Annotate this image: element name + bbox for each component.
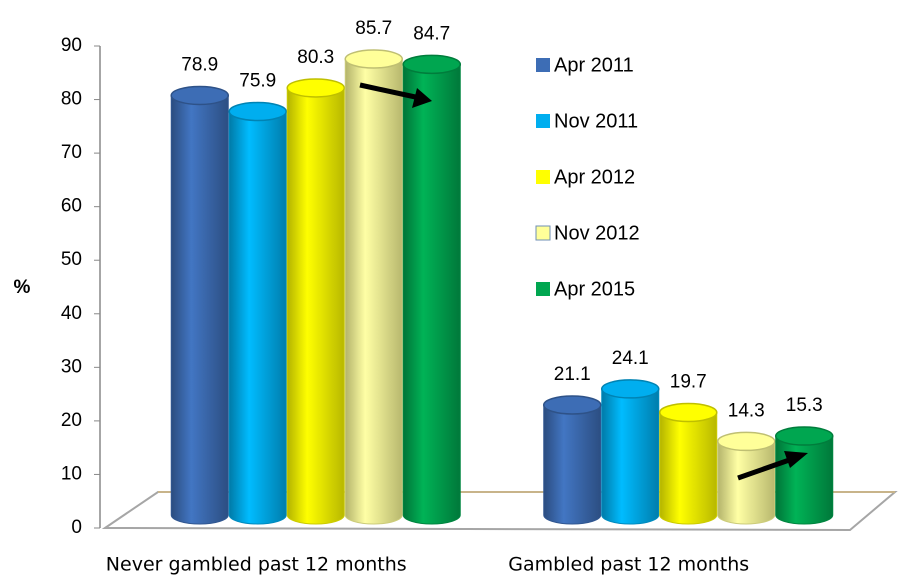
data-label: 19.7 xyxy=(670,372,707,393)
data-label: 85.7 xyxy=(355,18,392,39)
legend-label: Apr 2011 xyxy=(554,54,634,76)
x-tick-label: Gambled past 12 months xyxy=(508,554,749,576)
arrow xyxy=(737,455,796,481)
data-label: 80.3 xyxy=(297,47,334,68)
bar-body xyxy=(344,58,403,525)
bar-body xyxy=(775,435,834,525)
bar xyxy=(717,431,776,525)
bar-body xyxy=(402,63,461,525)
data-label: 75.9 xyxy=(239,71,276,92)
data-label: 78.9 xyxy=(181,54,218,75)
data-label: 84.7 xyxy=(413,23,450,44)
bar-top xyxy=(286,78,345,98)
legend-swatch xyxy=(536,170,550,184)
legend-label: Nov 2012 xyxy=(554,222,640,244)
y-tick-label: 70 xyxy=(61,142,82,163)
bar-top xyxy=(659,402,718,423)
bar-body xyxy=(659,411,718,525)
y-tick-label: 80 xyxy=(61,89,82,110)
bar-top xyxy=(717,431,776,452)
legend-label: Apr 2015 xyxy=(554,278,635,300)
data-label: 24.1 xyxy=(612,348,649,369)
data-label: 15.3 xyxy=(786,395,823,416)
bar xyxy=(344,49,403,525)
y-tick-label: 40 xyxy=(61,303,82,324)
legend-label: Apr 2012 xyxy=(554,166,635,188)
y-tick-label: 50 xyxy=(61,249,82,270)
bar xyxy=(402,54,461,525)
bar-top xyxy=(228,101,287,122)
bar xyxy=(601,379,660,525)
y-tick-label: 10 xyxy=(61,463,82,484)
bar-top xyxy=(601,379,660,399)
arrow-head xyxy=(412,88,432,108)
bar xyxy=(775,426,834,525)
bar-top xyxy=(344,49,403,69)
legend-swatch xyxy=(536,114,550,128)
bar-body xyxy=(543,404,602,525)
bar-body xyxy=(170,94,229,525)
bar xyxy=(228,101,287,525)
arrows xyxy=(359,82,808,481)
legend-swatch xyxy=(536,282,550,296)
data-label: 14.3 xyxy=(728,400,765,421)
bar xyxy=(543,395,602,525)
y-tick-label: 90 xyxy=(61,35,82,56)
bar-body xyxy=(601,388,660,525)
bar-body xyxy=(286,87,345,525)
y-tick-label: 60 xyxy=(61,196,82,217)
bar-body xyxy=(717,440,776,525)
bar xyxy=(659,402,718,525)
legend-label: Nov 2011 xyxy=(554,110,638,132)
bar xyxy=(170,85,229,525)
bar xyxy=(286,78,345,525)
bar-body xyxy=(228,111,287,525)
bar-top xyxy=(775,426,834,446)
arrow-head xyxy=(784,451,808,468)
y-tick-label: 20 xyxy=(61,410,82,431)
legend-swatch xyxy=(536,58,550,72)
x-tick-label: Never gambled past 12 months xyxy=(106,554,407,576)
arrow xyxy=(359,82,421,101)
y-axis-label: % xyxy=(14,277,31,298)
y-tick-label: 30 xyxy=(61,356,82,377)
bar-top xyxy=(543,395,602,415)
y-tick-label: 0 xyxy=(71,517,82,538)
bar-top xyxy=(402,54,461,75)
legend-swatch xyxy=(535,225,551,241)
bar-top xyxy=(170,85,229,106)
data-label: 21.1 xyxy=(554,364,591,385)
